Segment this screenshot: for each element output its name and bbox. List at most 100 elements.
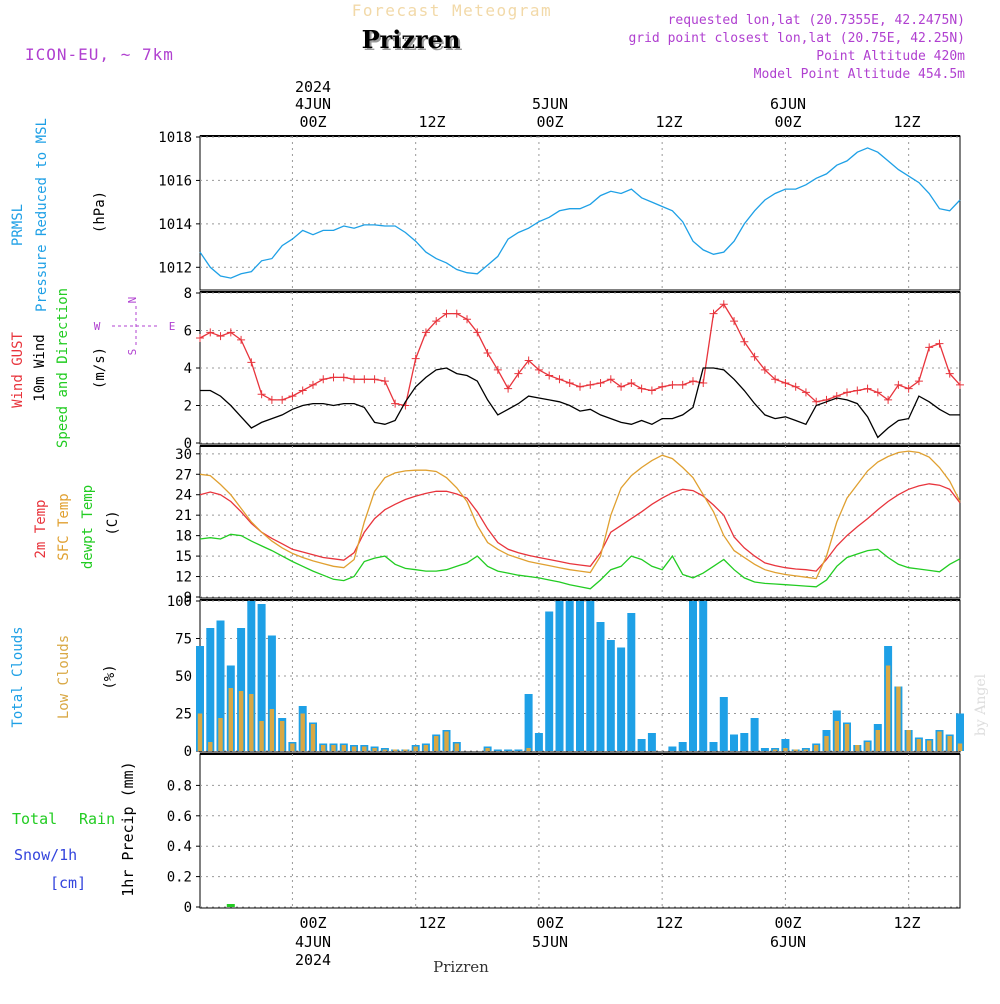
temp-unit: (C) <box>105 510 121 535</box>
gust-marker <box>678 380 687 389</box>
gust-marker <box>719 300 728 309</box>
bar-low-clouds <box>855 745 860 751</box>
bar-total-clouds <box>699 601 708 751</box>
y-tick-label: 27 <box>175 467 192 483</box>
gust-marker <box>935 339 944 348</box>
compass-north: N <box>126 297 139 304</box>
bar-total-clouds <box>534 733 543 751</box>
gust-marker <box>791 382 800 391</box>
bar-total-clouds <box>216 620 225 751</box>
bar-low-clouds <box>927 740 932 751</box>
top-year: 2024 <box>295 78 331 96</box>
gust-marker <box>781 379 790 387</box>
panel-wind: 0 2 4 6 8 <box>184 286 964 452</box>
panel-precip: 0 0.2 0.4 0.6 0.8 <box>167 753 961 916</box>
bottom-tick-6: 12Z <box>893 914 920 932</box>
bar-total-clouds <box>719 697 728 751</box>
bar-total-clouds <box>586 601 595 751</box>
bar-low-clouds <box>454 743 459 751</box>
bar-total-clouds <box>678 742 687 751</box>
y-tick-label: 1018 <box>158 130 192 146</box>
series-line-dewpt-temp <box>199 533 961 590</box>
bottom-day-1: 4JUN <box>295 933 331 951</box>
bar-low-clouds <box>269 709 275 751</box>
rain-label: Rain <box>79 810 115 828</box>
bar-low-clouds <box>208 742 213 751</box>
bar-low-clouds <box>290 743 295 751</box>
gust-marker <box>339 373 348 382</box>
dew-label: dewpt Temp <box>80 485 96 569</box>
bar-low-clouds <box>824 736 829 751</box>
compass-south: S <box>126 349 139 356</box>
gust-marker <box>360 375 369 384</box>
y-tick-label: 0.4 <box>167 839 192 855</box>
bar-low-clouds <box>937 731 942 751</box>
y-tick-label: 1014 <box>158 217 192 233</box>
bar-low-clouds <box>218 718 223 751</box>
bar-total-clouds <box>493 749 502 751</box>
gust-marker <box>391 399 400 408</box>
y-tick-label: 21 <box>175 508 192 524</box>
gust-marker <box>534 365 543 374</box>
top-tick-6: 12Z <box>893 113 920 131</box>
gust-marker <box>956 380 964 389</box>
gust-marker <box>668 380 677 389</box>
gust-marker <box>812 397 821 406</box>
y-tick-label: 50 <box>175 669 192 685</box>
series-line-sfc-temp <box>199 450 961 580</box>
bar-total-clouds <box>514 749 523 751</box>
gust-marker <box>524 356 533 365</box>
y-tick-label: 8 <box>184 286 192 302</box>
gust-marker <box>237 335 246 344</box>
y-tick-label: 100 <box>167 594 192 610</box>
y-tick-label: 2 <box>184 399 192 415</box>
bar-total-clouds <box>730 734 738 751</box>
panel-frame <box>199 753 961 909</box>
compass-icon: N S W E <box>94 297 176 356</box>
top-day-3: 6JUN <box>770 95 806 113</box>
panel-temperature: 9 12 15 18 21 24 27 30 <box>175 445 961 606</box>
gust-marker <box>925 343 934 352</box>
y-tick-label: 0.6 <box>167 809 192 825</box>
gust-marker <box>904 384 913 393</box>
bar-low-clouds <box>238 691 244 751</box>
gust-marker <box>832 392 841 401</box>
bar-total-clouds <box>524 694 533 751</box>
gust-marker <box>750 352 759 361</box>
bar-low-clouds <box>310 724 316 751</box>
bar-total-clouds <box>606 640 615 751</box>
gust-marker <box>617 382 626 391</box>
bottom-day-3: 6JUN <box>770 933 806 951</box>
gust-marker <box>504 384 513 393</box>
bar-low-clouds <box>362 746 367 751</box>
gust-marker <box>843 388 852 397</box>
bar-total-clouds <box>647 733 656 751</box>
y-tick-label: 1016 <box>158 173 192 189</box>
series-line-10m-wind <box>200 367 960 439</box>
gust-marker <box>432 317 441 326</box>
gust-marker <box>319 375 328 384</box>
panel-pressure: 1012 1014 1016 1018 <box>158 130 961 291</box>
y-tick-label: 25 <box>175 707 192 723</box>
gust-marker <box>853 386 862 395</box>
y-tick-label: 75 <box>175 632 192 648</box>
bar-low-clouds <box>259 721 264 751</box>
gust-marker <box>493 365 502 374</box>
gust-marker <box>760 365 769 374</box>
bar-low-clouds <box>341 745 346 751</box>
bar-low-clouds <box>280 721 285 751</box>
bar-low-clouds <box>814 745 819 751</box>
bar-total-clouds <box>637 739 646 751</box>
gust-marker <box>914 377 923 386</box>
y-tick-label: 0 <box>184 744 192 760</box>
bar-low-clouds <box>249 694 254 751</box>
gust-marker <box>288 392 297 401</box>
gust-marker <box>771 375 780 384</box>
pressure-label-2: Pressure Reduced to MSL <box>34 118 50 312</box>
total-cloud-label: Total Clouds <box>10 626 26 727</box>
gust-marker <box>329 373 338 382</box>
compass-east: E <box>169 320 176 333</box>
bar-total-clouds <box>668 746 677 751</box>
y-tick-label: 6 <box>184 324 192 340</box>
gust-marker <box>308 380 317 389</box>
